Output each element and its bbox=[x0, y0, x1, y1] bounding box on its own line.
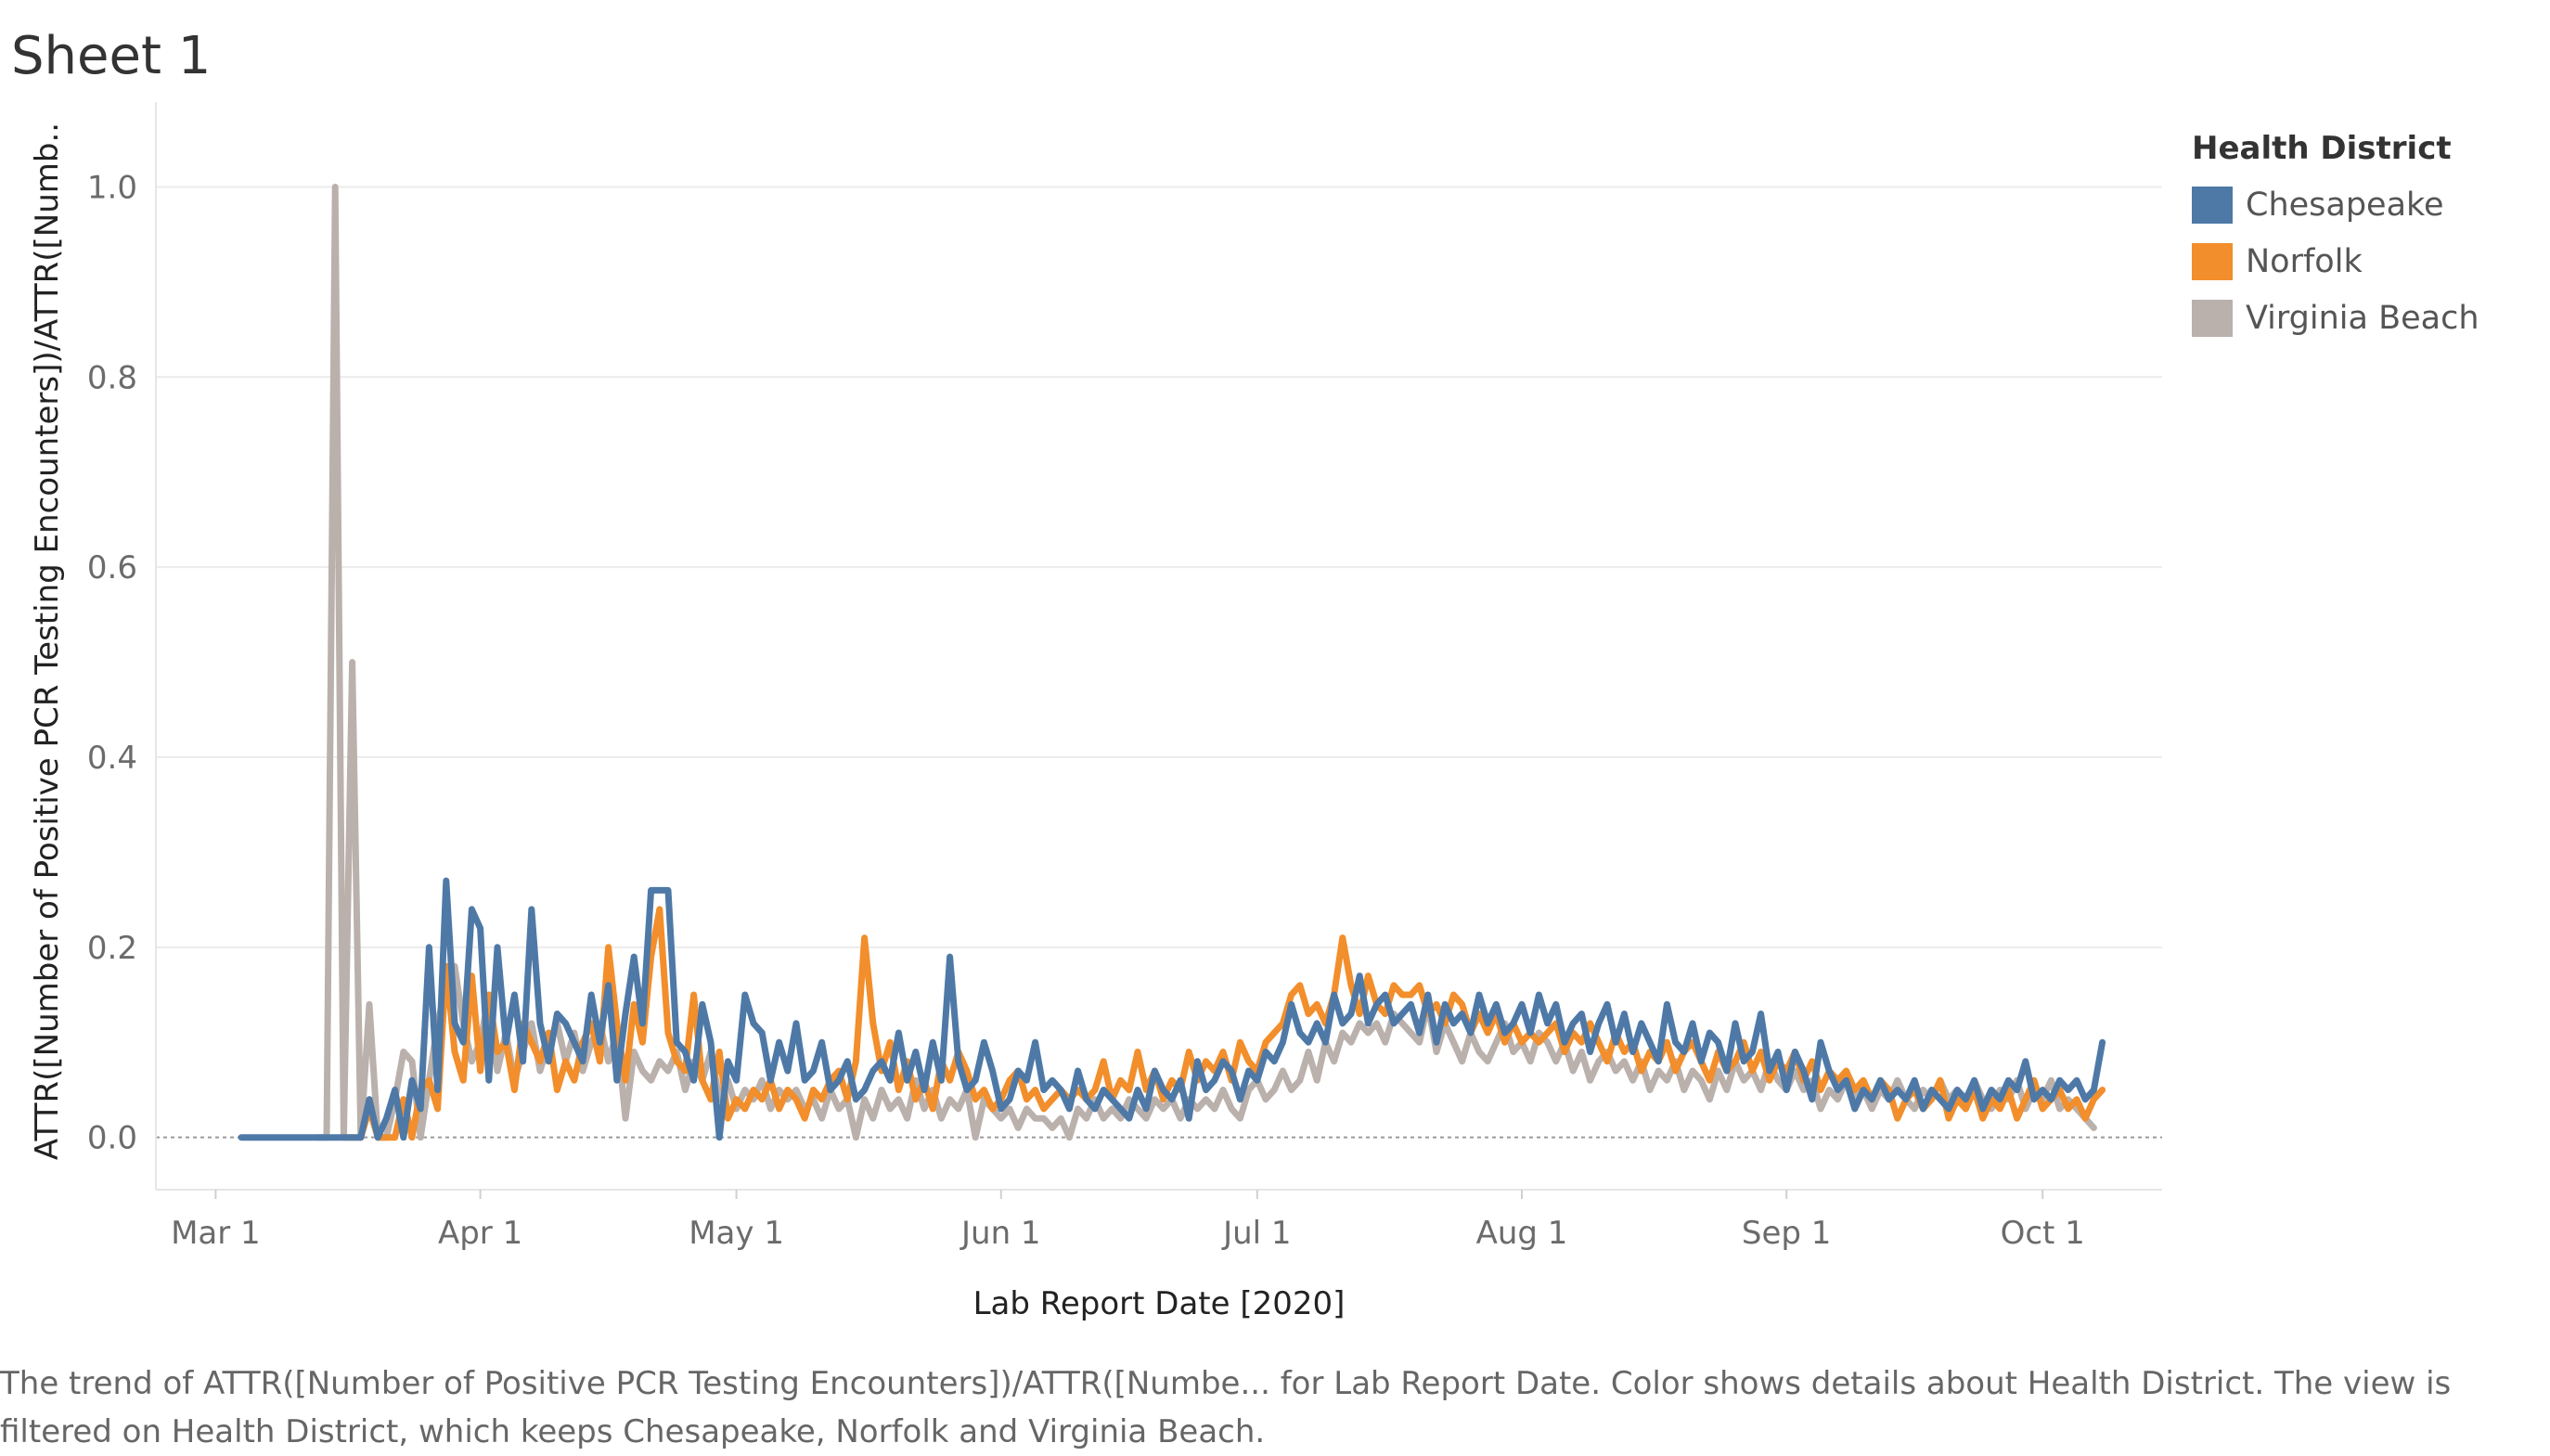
x-tick-label: Sep 1 bbox=[1742, 1215, 1832, 1252]
legend-label-norfolk: Norfolk bbox=[2246, 242, 2363, 280]
y-tick-label: 0.2 bbox=[87, 930, 137, 967]
y-tick-label: 1.0 bbox=[87, 169, 137, 206]
x-tick-label: May 1 bbox=[689, 1215, 784, 1252]
x-tick-label: Jun 1 bbox=[959, 1215, 1041, 1252]
view-caption: The trend of ATTR([Number of Positive PC… bbox=[0, 1365, 2452, 1450]
x-axis: Mar 1 Apr 1 May 1 Jun 1 Jul 1 Aug 1 Sep 1 Oct 1 bbox=[171, 1190, 2085, 1252]
legend-swatch-norfolk bbox=[2192, 242, 2233, 280]
y-tick-label: 0.4 bbox=[87, 740, 137, 777]
x-axis-title: Lab Report Date [2020] bbox=[973, 1285, 1346, 1322]
legend-swatch-virginia-beach bbox=[2192, 299, 2233, 337]
x-tick-label: Mar 1 bbox=[171, 1215, 261, 1252]
series-line-chesapeake bbox=[238, 877, 2106, 1141]
legend-label-chesapeake: Chesapeake bbox=[2246, 186, 2444, 224]
y-axis: 0.0 0.2 0.4 0.6 0.8 1.0 bbox=[87, 169, 137, 1156]
y-tick-label: 0.0 bbox=[87, 1120, 137, 1157]
series-lines bbox=[238, 184, 2106, 1141]
series-line-norfolk bbox=[340, 906, 2106, 1141]
sheet-title: Sheet 1 bbox=[11, 26, 212, 86]
y-axis-title: ATTR([Number of Positive PCR Testing Enc… bbox=[29, 122, 66, 1160]
legend-swatch-chesapeake bbox=[2192, 186, 2233, 224]
gridlines bbox=[155, 102, 2162, 1191]
y-tick-label: 0.6 bbox=[87, 549, 137, 586]
legend-item-virginia-beach[interactable]: Virginia Beach bbox=[2192, 290, 2479, 346]
x-tick-label: Aug 1 bbox=[1476, 1215, 1568, 1252]
legend-item-norfolk[interactable]: Norfolk bbox=[2192, 233, 2479, 290]
x-tick-label: Oct 1 bbox=[2001, 1215, 2085, 1252]
legend-title: Health District bbox=[2192, 130, 2452, 167]
line-chart: 0.0 0.2 0.4 0.6 0.8 1.0 Mar 1 Apr 1 May 1 Jun 1 J… bbox=[29, 102, 2162, 1322]
legend-item-chesapeake[interactable]: Chesapeake bbox=[2192, 176, 2479, 233]
legend: Health District Chesapeake Norfolk Virgi… bbox=[2192, 130, 2479, 346]
legend-label-virginia-beach: Virginia Beach bbox=[2246, 299, 2479, 337]
y-tick-label: 0.8 bbox=[87, 359, 137, 396]
series-line-virginia-beach bbox=[315, 184, 2097, 1141]
x-tick-label: Apr 1 bbox=[438, 1215, 522, 1252]
x-tick-label: Jul 1 bbox=[1221, 1215, 1291, 1252]
